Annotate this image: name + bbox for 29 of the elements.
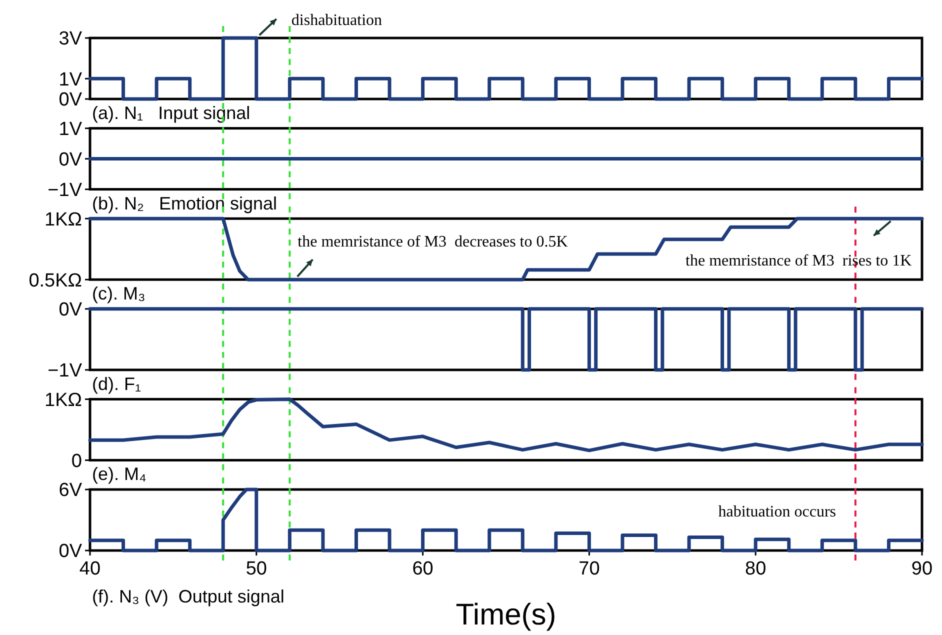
y-tick-label: 0V [58, 149, 82, 170]
y-tick-label: 0V [58, 90, 82, 111]
y-tick-label: 3V [58, 28, 82, 50]
annotation: habituation occurs [718, 504, 836, 520]
y-tick-label: 0.5KΩ [28, 270, 82, 292]
annotation: dishabituation [291, 12, 382, 29]
y-tick-label: 1KΩ [44, 209, 82, 230]
x-tick-label: 90 [911, 558, 933, 580]
y-tick-label: 1V [58, 69, 82, 90]
text: (b). N₂ Emotion signal [92, 193, 278, 214]
text: (d). F₁ [92, 374, 142, 394]
y-tick-label: −1V [48, 360, 82, 382]
x-tick-label: 50 [246, 558, 267, 580]
x-tick-label: 60 [412, 558, 434, 580]
x-axis-title: Time(s) [456, 598, 556, 632]
x-tick-label: 70 [578, 558, 600, 580]
y-tick-label: 0V [58, 300, 82, 321]
text: (a). N₁ Input signal [92, 103, 250, 123]
y-tick-label: 1V [58, 118, 82, 140]
text: (c). M₃ [92, 284, 146, 304]
annotation: the memristance of M3 decreases to 0.5K [298, 234, 568, 251]
y-tick-label: 6V [58, 480, 82, 502]
text: (f). N₃ (V) Output signal [92, 586, 284, 606]
x-tick-label: 80 [745, 558, 766, 580]
annotation: the memristance of M3 rises to 1K [686, 252, 912, 270]
y-tick-label: −1V [48, 180, 82, 201]
y-tick-label: 1KΩ [44, 390, 82, 411]
text: (e). M₄ [92, 464, 146, 484]
y-tick-label: 0 [71, 450, 82, 472]
